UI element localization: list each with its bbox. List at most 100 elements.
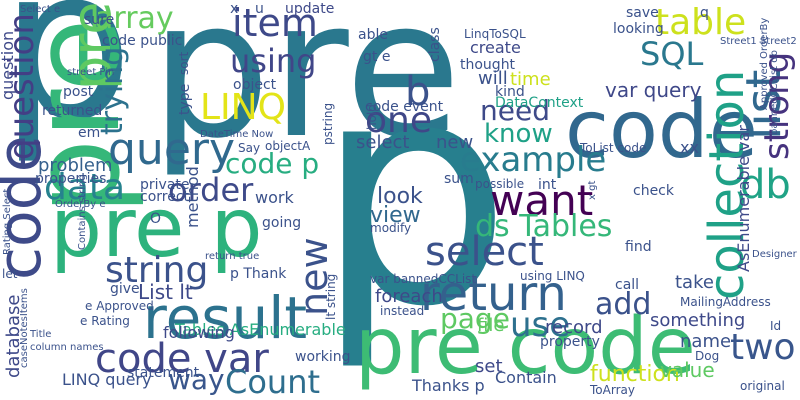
word: em: [78, 125, 101, 141]
word: x gt: [587, 180, 598, 200]
word: ds Tables: [475, 209, 613, 244]
word: MailingAddress: [680, 295, 771, 309]
word: sort: [177, 51, 191, 75]
word: ToList code: [580, 141, 647, 155]
word: code public: [102, 33, 183, 49]
word: select: [425, 229, 544, 275]
word: let: [2, 267, 18, 281]
word: result: [143, 284, 308, 352]
word: possible: [475, 177, 525, 191]
word: Select e: [20, 4, 61, 15]
word: two: [730, 327, 796, 368]
word: will: [478, 68, 508, 89]
word: OrderBy e: [55, 199, 106, 210]
word: Tables AsEnumerable: [175, 320, 346, 339]
word: name: [680, 331, 732, 352]
word: one: [365, 100, 432, 141]
word: var bannedCCList: [370, 272, 477, 286]
word: returned: [42, 103, 103, 119]
word: check: [633, 183, 674, 199]
word: Contains string: [77, 174, 88, 250]
word: give: [110, 281, 140, 297]
word: Thanks p: [412, 376, 485, 395]
word: correct: [140, 189, 190, 205]
word: post: [63, 84, 94, 100]
word: lt string: [324, 273, 338, 320]
word: sum: [444, 171, 474, 187]
word: b: [405, 69, 431, 115]
word: column names: [30, 342, 104, 353]
word: properties: [35, 171, 107, 187]
word: find: [625, 239, 652, 255]
word: pstring: [321, 102, 335, 145]
word: type: [177, 83, 193, 115]
word: using: [230, 42, 317, 80]
word: x: [230, 1, 239, 17]
word: private: [140, 177, 190, 193]
word: data: [44, 167, 126, 208]
word: able: [358, 27, 388, 43]
word: Title: [30, 329, 52, 340]
word: bannedCCList db: [769, 50, 780, 135]
word: code event: [365, 99, 444, 115]
word: p Thank: [230, 266, 287, 282]
word: code var: [95, 336, 269, 382]
word: Rating Select: [2, 188, 13, 255]
word: sure: [84, 12, 115, 28]
word: LinqToSQL: [464, 27, 526, 41]
word: value: [660, 358, 715, 382]
word: e Approved: [85, 299, 154, 313]
word: Say: [238, 141, 261, 155]
word: look: [377, 184, 423, 209]
word: u: [255, 1, 264, 17]
word: table: [655, 2, 747, 43]
word: statement: [127, 365, 200, 381]
word: work: [255, 188, 294, 207]
word: e Rating: [80, 314, 130, 328]
word: modify: [370, 221, 412, 235]
word: AsEnumerable var: [734, 125, 753, 272]
word: code: [565, 83, 758, 176]
word: int: [538, 177, 557, 193]
word: update: [285, 1, 335, 17]
word: instead: [380, 304, 425, 318]
word: property: [540, 334, 600, 350]
word: db: [740, 162, 791, 208]
word: var query: [605, 78, 702, 102]
word: objectA: [265, 139, 311, 153]
word: use: [510, 305, 571, 345]
word: street Pin: [67, 67, 115, 78]
word: call: [615, 277, 640, 293]
word: Street1 Street2: [720, 36, 797, 47]
word: array: [95, 1, 174, 36]
word: record: [545, 317, 603, 338]
word: looking: [613, 21, 664, 37]
word: Id: [770, 319, 782, 333]
word: file: [477, 315, 505, 336]
word: pre code: [355, 302, 696, 392]
word: select: [356, 132, 410, 153]
word: pre p: [50, 181, 263, 276]
word: page: [440, 302, 510, 335]
word: query: [108, 124, 236, 175]
word: string: [105, 250, 209, 291]
word: SQL: [640, 35, 704, 73]
word: object: [233, 77, 277, 93]
word: caseNotesItems: [19, 288, 30, 368]
word: List lt: [138, 280, 193, 304]
word: something: [650, 310, 746, 331]
word: Dog: [695, 349, 720, 363]
word: hold: [365, 104, 379, 130]
word: code p: [225, 147, 320, 180]
word: p: [315, 14, 512, 375]
word: know: [484, 119, 553, 149]
word: kind: [495, 84, 525, 100]
word: foreach: [375, 286, 443, 307]
word: q: [700, 5, 709, 21]
word: LINQ: [200, 87, 286, 128]
word: xx: [680, 138, 699, 157]
word: Count: [225, 363, 321, 400]
word: item: [232, 1, 318, 45]
word: following: [163, 323, 235, 342]
